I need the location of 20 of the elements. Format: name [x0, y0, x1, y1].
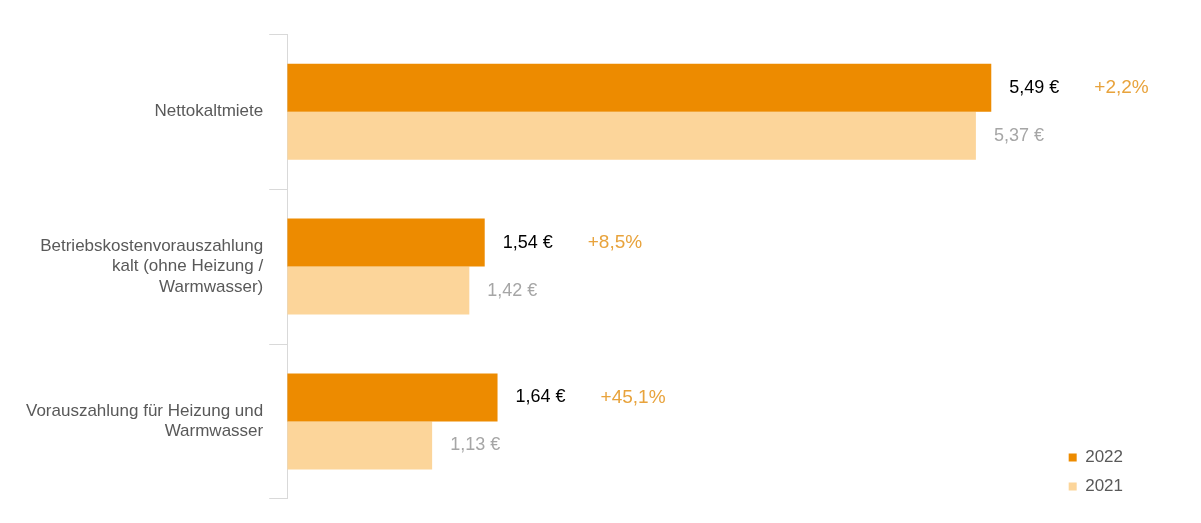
data-label: 1,42 €	[487, 279, 538, 300]
legend-label: 2021	[1085, 476, 1124, 496]
bar	[287, 373, 498, 422]
bar	[287, 111, 976, 160]
data-label: 1,54 €	[502, 231, 553, 252]
bar	[287, 266, 470, 315]
data-label: 1,13 €	[450, 434, 501, 455]
data-label: 5,37 €	[993, 124, 1044, 145]
annotation: +45,1%	[600, 385, 666, 407]
bar	[287, 63, 992, 112]
bar	[287, 218, 485, 267]
y-tick-label: Betriebskostenvorauszahlung kalt (ohne Heizung / Warmwasser)	[40, 235, 264, 296]
data-label: 5,49 €	[1009, 76, 1060, 97]
y-tick-label: Vorauszahlung für Heizung und Warmwasser	[25, 400, 264, 441]
legend-label: 2022	[1085, 447, 1124, 467]
data-label: 1,64 €	[515, 386, 566, 407]
annotation: +8,5%	[587, 230, 643, 252]
text: +2,2%	[1094, 76, 1149, 98]
bar	[287, 421, 433, 470]
y-tick-label: Nettokaltmiete	[154, 101, 264, 121]
